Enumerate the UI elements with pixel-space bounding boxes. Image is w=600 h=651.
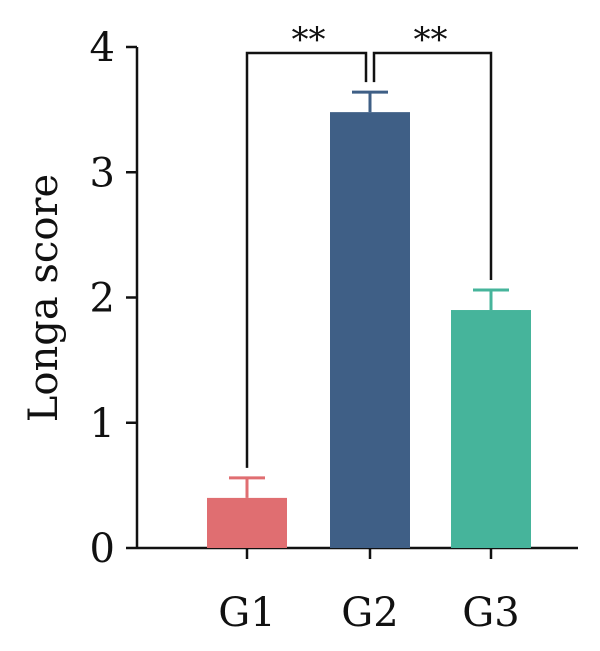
- bar: [330, 112, 410, 548]
- significance-label: **: [292, 20, 326, 60]
- significance-bracket: [245, 51, 368, 468]
- y-tick-label: 2: [90, 276, 115, 322]
- significance-brackets: ** **: [245, 20, 493, 468]
- bars: [207, 112, 531, 548]
- bar: [451, 310, 531, 548]
- y-tick-label: 1: [90, 401, 115, 447]
- y-tick-label: 4: [90, 25, 115, 71]
- significance-bracket: [372, 51, 493, 280]
- y-tick-label: 3: [90, 150, 115, 196]
- x-tick-label: G1: [218, 590, 275, 636]
- x-tick-label: G3: [462, 590, 519, 636]
- y-axis-title: Longa score: [21, 174, 67, 422]
- x-tick-label: G2: [341, 590, 398, 636]
- error-bars: [229, 90, 509, 498]
- bar: [207, 497, 287, 548]
- significance-label: **: [414, 20, 448, 60]
- y-tick-label: 0: [90, 526, 115, 572]
- axes: 0 1 2 3 4 G1 G2 G3: [90, 25, 578, 636]
